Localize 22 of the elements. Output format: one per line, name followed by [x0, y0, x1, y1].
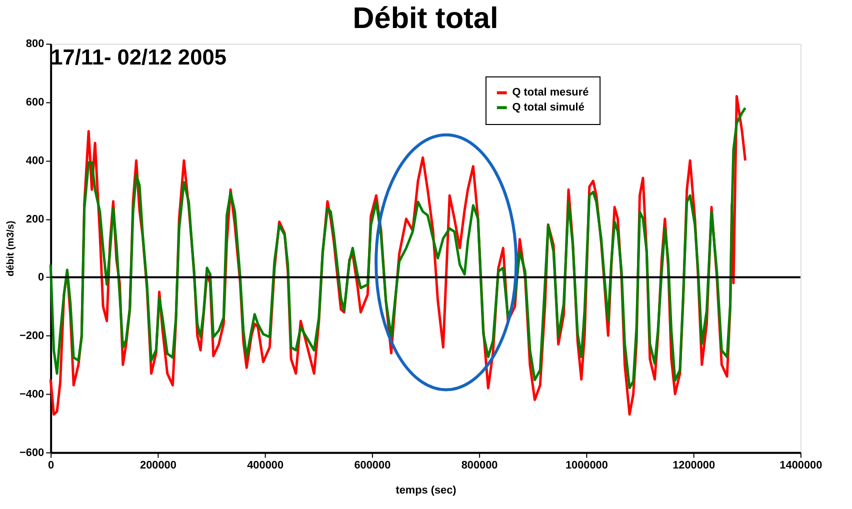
- annotation: 17/11- 02/12 2005: [50, 44, 226, 70]
- x-tick-label: 0: [48, 460, 54, 472]
- y-tick-label: −200: [20, 330, 44, 342]
- x-tick-label: 1200000: [672, 460, 716, 472]
- x-axis-title: temps (sec): [396, 484, 457, 497]
- x-tick-label: 400000: [247, 460, 284, 472]
- y-tick-label: 600: [26, 96, 44, 109]
- y-tick-label: 0: [38, 272, 44, 284]
- x-tick-label: 200000: [140, 460, 176, 472]
- x-tick-label: 1400000: [780, 460, 822, 472]
- y-tick-label: 800: [26, 38, 44, 50]
- y-tick-label: 200: [26, 213, 44, 226]
- legend-label: Q total mesuré: [512, 86, 589, 99]
- x-tick-label: 600000: [354, 460, 391, 472]
- chart-title: Débit total: [352, 2, 498, 35]
- x-tick-label: 800000: [461, 460, 498, 472]
- y-tick-label: −400: [20, 388, 44, 400]
- y-tick-label: 400: [26, 154, 44, 167]
- legend-label: Q total simulé: [512, 102, 584, 114]
- y-axis-title: débit (m3/s): [6, 220, 17, 276]
- y-tick-label: −600: [20, 446, 44, 459]
- x-tick-label: 1000000: [565, 460, 608, 472]
